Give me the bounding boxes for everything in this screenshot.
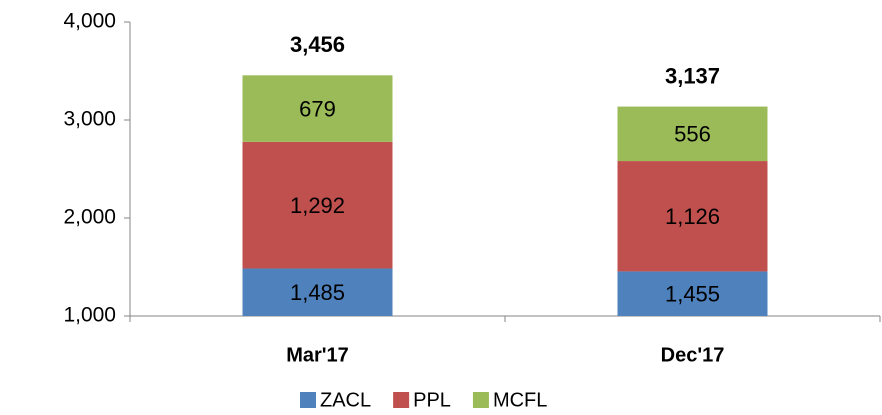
- y-tick-label: 1,000: [63, 304, 116, 327]
- x-tick-label: Dec'17: [661, 344, 725, 366]
- data-label: 1,455: [665, 282, 720, 307]
- data-label: 1,485: [290, 280, 345, 305]
- total-label: 3,456: [290, 32, 345, 57]
- x-tick-label: Mar'17: [286, 344, 349, 366]
- data-label: 1,292: [290, 193, 345, 218]
- data-label: 1,126: [665, 204, 720, 229]
- bar-segment: [242, 141, 393, 269]
- data-label: 679: [299, 96, 336, 121]
- y-tick-label: 4,000: [63, 10, 116, 33]
- legend-swatch: [393, 392, 410, 408]
- legend-label: MCFL: [493, 389, 547, 411]
- legend-swatch: [472, 392, 489, 408]
- bar-segment: [242, 75, 393, 142]
- bar-segment: [242, 268, 393, 316]
- bar-segment: [617, 271, 768, 316]
- legend-label: ZACL: [320, 389, 371, 411]
- y-tick-label: 2,000: [63, 206, 116, 229]
- total-label: 3,137: [665, 63, 720, 88]
- y-tick-label: 3,000: [63, 108, 116, 131]
- data-label: 556: [674, 122, 711, 147]
- bar-segment: [617, 106, 768, 162]
- legend-label: PPL: [413, 389, 451, 411]
- legend-swatch: [300, 392, 316, 408]
- bar-segment: [617, 161, 768, 272]
